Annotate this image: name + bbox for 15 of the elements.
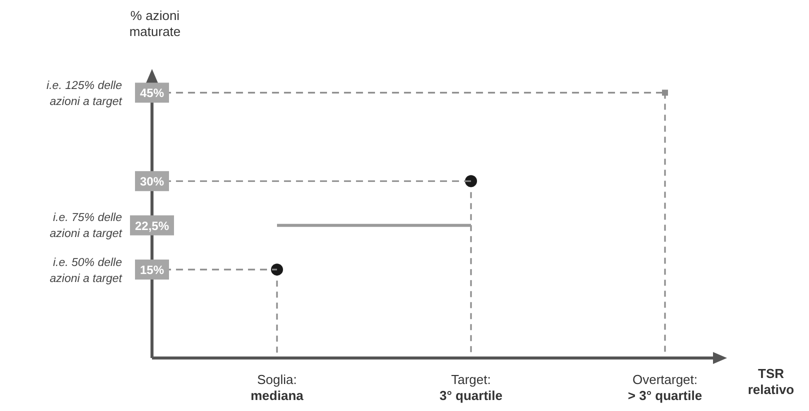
x-tick-label: Target: 3° quartile [440,372,502,403]
text: i.e. 50% delle azioni a target [50,257,123,285]
y-tick-label: 22,5% [134,218,170,233]
y-tick-label: 15% [140,263,164,278]
text: i.e. 125% delle azioni a target [46,80,123,108]
point [662,90,668,96]
x-tick-label: Soglia: mediana [250,372,304,403]
y-axis-title: % azioni maturate [129,8,181,39]
text: i.e. 75% delle azioni a target [50,212,123,240]
x-tick-label: Overtarget: > 3° quartile [628,372,702,403]
x-axis-title: TSR relativo [748,366,794,397]
y-tick-label: 45% [140,86,164,100]
point [271,264,283,276]
y-tick-label: 30% [140,174,164,189]
point [465,175,477,188]
